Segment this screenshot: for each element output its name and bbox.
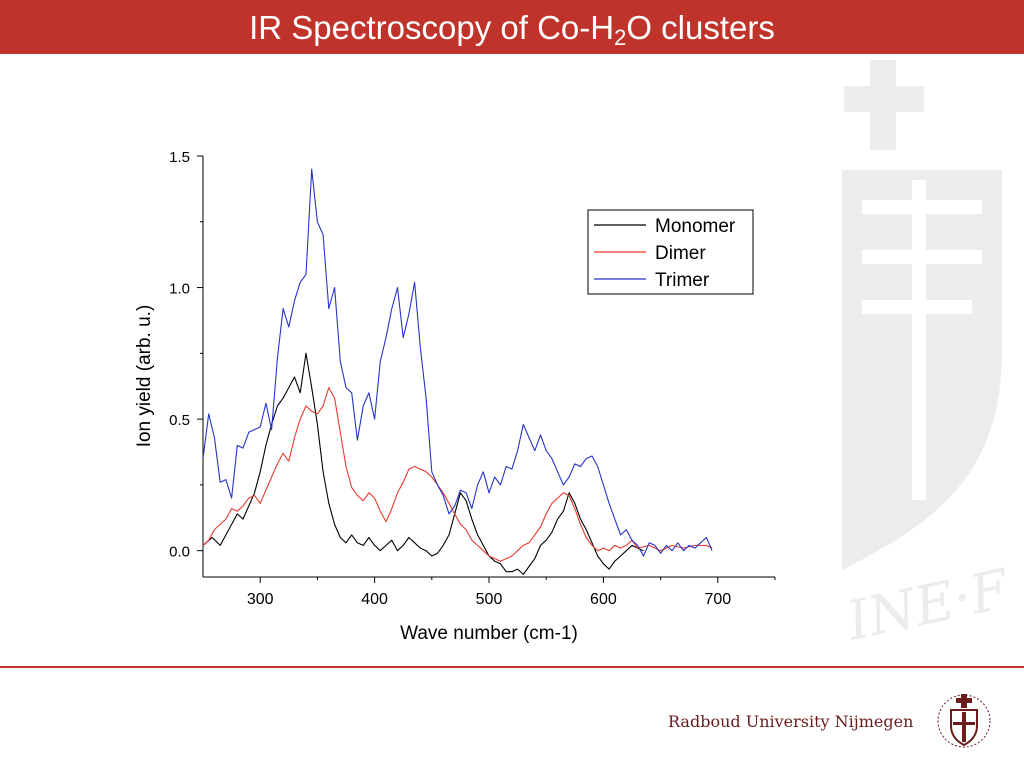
slide-title: IR Spectroscopy of Co-H2O clusters: [0, 8, 1024, 50]
series-line-dimer: [202, 387, 713, 562]
university-logo-icon: [937, 694, 991, 748]
university-seal-watermark: INE·F: [841, 60, 1016, 653]
chart-series: [202, 168, 713, 575]
x-tick-label: 300: [247, 591, 274, 608]
y-tick-label: 0.0: [169, 544, 190, 561]
slide-title-pre: IR Spectroscopy of Co-H: [249, 9, 615, 46]
y-tick-label: 1.0: [169, 281, 190, 298]
legend-label-monomer: Monomer: [655, 216, 736, 237]
footer-rule: [0, 666, 1024, 668]
y-tick-label: 1.5: [169, 149, 190, 166]
series-line-monomer: [202, 352, 644, 575]
x-tick-label: 400: [361, 591, 388, 608]
y-axis-label: Ion yield (arb. u.): [134, 305, 155, 448]
footer-university-name: Radboud University Nijmegen: [668, 712, 914, 731]
x-tick-label: 500: [476, 591, 503, 608]
chart-ticks: 300 400 500 600 700 0.0 0.5 1.0 1.5: [169, 149, 776, 608]
slide-title-post: O clusters: [626, 9, 775, 46]
legend-label-trimer: Trimer: [655, 270, 710, 291]
chart-legend: Monomer Dimer Trimer: [587, 209, 754, 295]
legend-label-dimer: Dimer: [655, 243, 706, 264]
series-line-trimer: [202, 168, 713, 557]
watermark-shield-pattern: [862, 180, 982, 500]
slide-title-subscript: 2: [614, 25, 627, 50]
title-bar: [0, 0, 1024, 54]
x-axis-label: Wave number (cm-1): [400, 623, 578, 644]
y-tick-label: 0.5: [169, 412, 190, 429]
ir-spectrum-chart: 300 400 500 600 700 0.0 0.5 1.0 1.5 Wave number …: [134, 149, 776, 644]
x-tick-label: 700: [704, 591, 731, 608]
x-tick-label: 600: [590, 591, 617, 608]
